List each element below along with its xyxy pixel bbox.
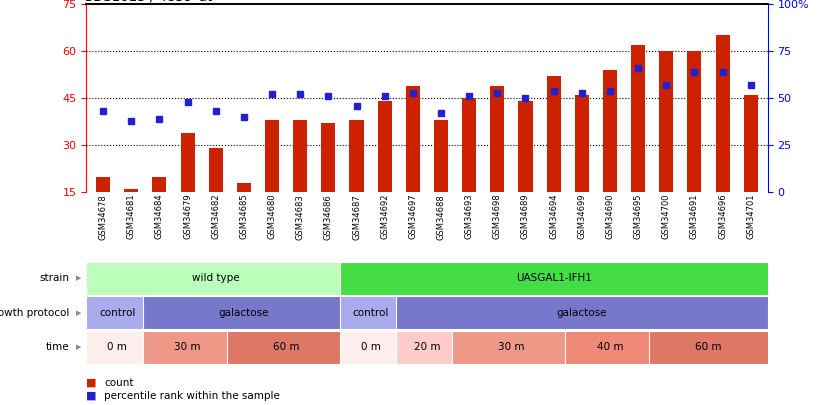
Bar [209, 149, 222, 192]
Bar [143, 331, 232, 364]
Bar [547, 76, 561, 192]
Text: ▶: ▶ [76, 275, 81, 281]
Bar [434, 120, 448, 192]
Text: 60 m: 60 m [695, 342, 722, 352]
Bar [649, 331, 768, 364]
Bar [575, 95, 589, 192]
Text: 40 m: 40 m [597, 342, 623, 352]
Bar [340, 296, 401, 329]
Text: GDS1013 / 4859_at: GDS1013 / 4859_at [83, 0, 212, 3]
Bar [659, 51, 673, 192]
Bar [631, 45, 645, 192]
Bar [227, 331, 346, 364]
Bar [86, 262, 346, 295]
Text: galactose: galactose [218, 308, 269, 318]
Text: count: count [104, 378, 134, 388]
Text: galactose: galactose [557, 308, 607, 318]
Bar [452, 331, 571, 364]
Bar [687, 51, 701, 192]
Bar [716, 36, 730, 192]
Text: ■: ■ [86, 378, 97, 388]
Text: 60 m: 60 m [273, 342, 300, 352]
Bar [153, 177, 167, 192]
Bar [350, 120, 364, 192]
Bar [462, 98, 476, 192]
Text: 30 m: 30 m [174, 342, 201, 352]
Text: 0 m: 0 m [360, 342, 381, 352]
Bar [603, 70, 617, 192]
Bar [124, 189, 138, 192]
Bar [321, 123, 336, 192]
Text: 30 m: 30 m [498, 342, 525, 352]
Text: ■: ■ [86, 391, 97, 401]
Bar [293, 120, 307, 192]
Text: control: control [99, 308, 135, 318]
Text: wild type: wild type [192, 273, 240, 283]
Bar [406, 86, 420, 192]
Bar [340, 262, 768, 295]
Text: 0 m: 0 m [108, 342, 127, 352]
Text: percentile rank within the sample: percentile rank within the sample [104, 391, 280, 401]
Bar [396, 296, 768, 329]
Bar [396, 331, 458, 364]
Bar [86, 331, 148, 364]
Text: time: time [45, 342, 69, 352]
Text: 20 m: 20 m [414, 342, 440, 352]
Text: ▶: ▶ [76, 344, 81, 350]
Bar [340, 331, 401, 364]
Bar [565, 331, 655, 364]
Text: strain: strain [39, 273, 69, 283]
Text: control: control [352, 308, 389, 318]
Bar [96, 177, 110, 192]
Text: UASGAL1-IFH1: UASGAL1-IFH1 [516, 273, 592, 283]
Bar [490, 86, 504, 192]
Bar [143, 296, 346, 329]
Bar [744, 95, 758, 192]
Text: ▶: ▶ [76, 310, 81, 316]
Bar [236, 183, 251, 192]
Bar [86, 296, 148, 329]
Bar [378, 101, 392, 192]
Text: growth protocol: growth protocol [0, 308, 69, 318]
Bar [518, 101, 533, 192]
Bar [265, 120, 279, 192]
Bar [181, 133, 195, 192]
